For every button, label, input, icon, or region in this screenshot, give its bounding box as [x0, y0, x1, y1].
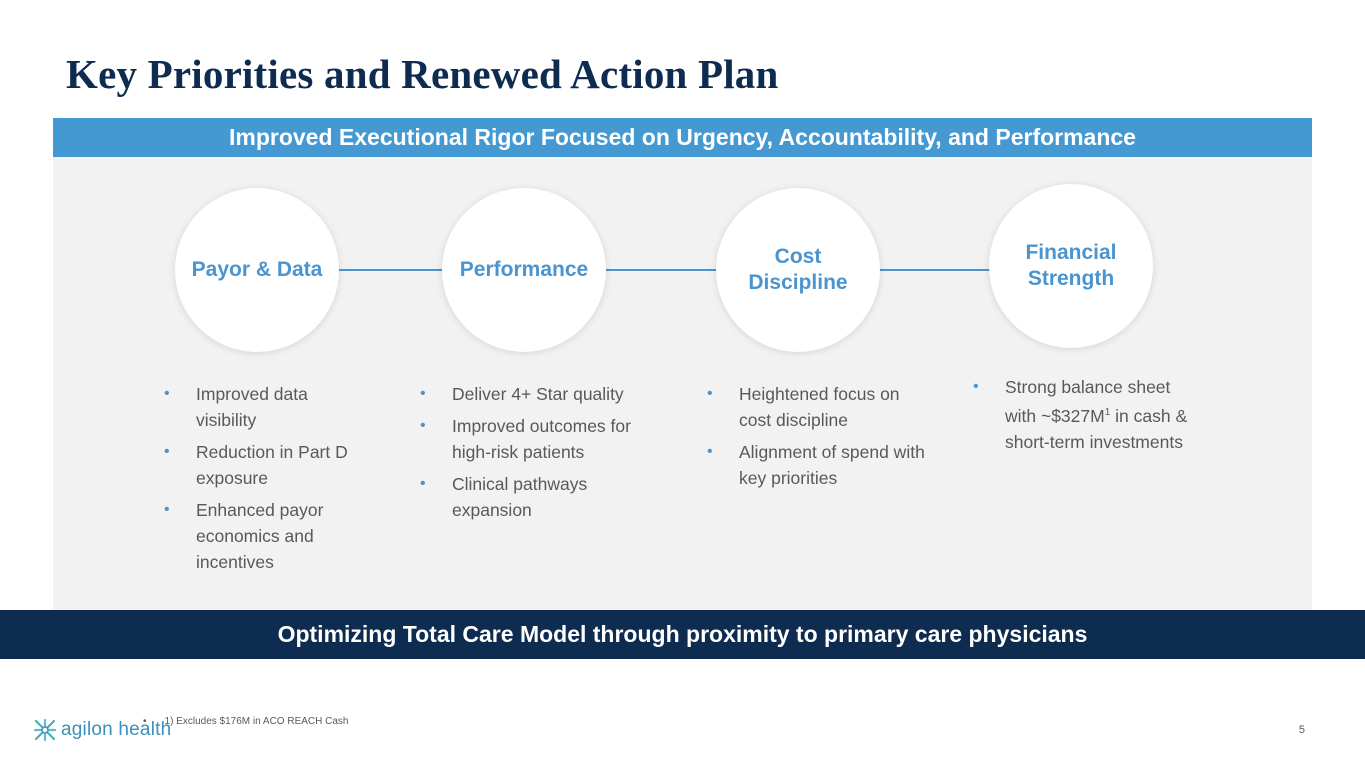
bullet-icon: • [707, 443, 713, 460]
connector-line-2 [603, 269, 719, 271]
cost-discipline-bullets: • Heightened focus on cost discipline • Al… [707, 381, 927, 497]
bullet-icon: • [164, 501, 170, 518]
list-item: • Alignment of spend with key priorities [707, 439, 927, 491]
footnote: • 1) Excludes $176M in ACO REACH Cash [143, 716, 349, 727]
list-item: • Deliver 4+ Star quality [420, 381, 660, 407]
bullet-icon: • [420, 417, 426, 434]
bullet-icon: • [420, 385, 426, 402]
bullet-icon: • [420, 475, 426, 492]
rigor-banner: Improved Executional Rigor Focused on Ur… [53, 118, 1312, 157]
pillar-circle-payor-data: Payor & Data [175, 188, 339, 352]
pillar-circle-financial-strength: Financial Strength [989, 184, 1153, 348]
total-care-model-bar: Optimizing Total Care Model through prox… [0, 610, 1365, 659]
payor-data-bullets: • Improved data visibility • Reduction in … [164, 381, 364, 581]
page-number: 5 [1298, 724, 1305, 736]
pillar-circle-cost-discipline: Cost Discipline [716, 188, 880, 352]
footnote-marker: 1 [1104, 407, 1111, 418]
connector-line-1 [335, 269, 445, 271]
slide-title: Key Priorities and Renewed Action Plan [66, 51, 779, 97]
company-logo: agilon health [33, 718, 171, 742]
connector-line-3 [876, 269, 992, 271]
list-item: • Reduction in Part D exposure [164, 439, 364, 491]
list-item: • Heightened focus on cost discipline [707, 381, 927, 433]
list-item: • Improved outcomes for high-risk patient… [420, 413, 660, 465]
agilon-mark-icon [33, 718, 57, 742]
bullet-icon: • [164, 385, 170, 402]
list-item: • Enhanced payor economics and incentives [164, 497, 364, 575]
bullet-icon: • [707, 385, 713, 402]
financial-strength-bullets: • Strong balance sheet with ~$327M1 in ca… [973, 374, 1198, 461]
pillar-circle-performance: Performance [442, 188, 606, 352]
list-item: • Clinical pathways expansion [420, 471, 660, 523]
bullet-icon: • [973, 378, 979, 395]
performance-bullets: • Deliver 4+ Star quality • Improved outco… [420, 381, 660, 529]
list-item: • Improved data visibility [164, 381, 364, 433]
list-item: • Strong balance sheet with ~$327M1 in ca… [973, 374, 1198, 455]
logo-text: agilon health [61, 719, 172, 740]
bullet-icon: • [164, 443, 170, 460]
footnote-bullet: • [143, 716, 147, 727]
